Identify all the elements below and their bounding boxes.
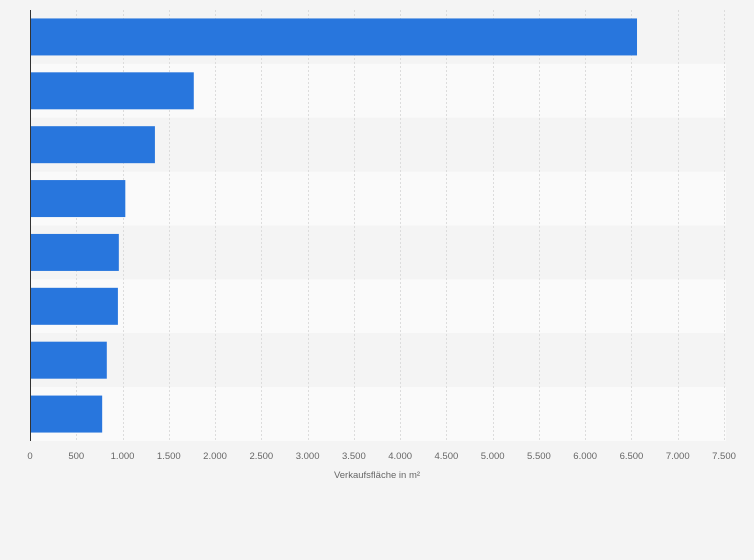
x-tick-label: 7.500 [712,451,736,462]
bar[interactable] [30,126,155,164]
row-band [30,171,726,226]
row-band [30,279,726,334]
bar[interactable] [30,287,118,325]
row-bands [30,10,726,441]
x-tick-label: 2.500 [249,451,273,462]
row-band [30,387,726,441]
x-tick-label: 5.000 [481,451,505,462]
x-axis-title: Verkaufsfläche in m² [334,470,420,481]
x-tick-label: 5.500 [527,451,551,462]
bar[interactable] [30,395,103,433]
x-tick-label: 500 [68,451,84,462]
x-tick-label: 3.500 [342,451,366,462]
x-tick-label: 7.000 [666,451,690,462]
bar[interactable] [30,180,126,218]
bar[interactable] [30,18,638,56]
x-tick-label: 0 [27,451,32,462]
x-tick-label: 1.500 [157,451,181,462]
row-band [30,333,726,388]
x-tick-label: 6.000 [573,451,597,462]
x-tick-label: 4.500 [435,451,459,462]
bar[interactable] [30,72,194,110]
x-tick-label: 2.000 [203,451,227,462]
x-tick-label: 4.000 [388,451,412,462]
x-tick-label: 6.500 [620,451,644,462]
row-band [30,225,726,280]
x-tick-labels: 0 500 1.000 1.500 2.000 2.500 3.000 3.500 4.000 4… [27,451,736,462]
x-tick-label: 1.000 [111,451,135,462]
bar[interactable] [30,341,107,379]
x-tick-label: 3.000 [296,451,320,462]
bars [30,18,638,433]
bar[interactable] [30,233,119,271]
